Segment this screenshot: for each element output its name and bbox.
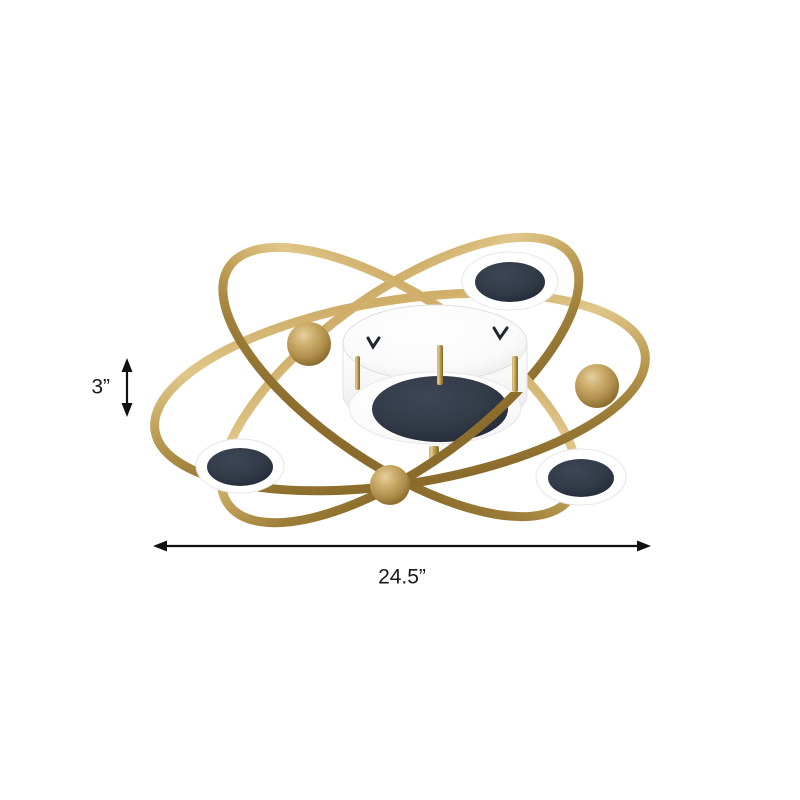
mounting-mark-left-icon (366, 336, 381, 350)
mounting-mark-right-icon (492, 326, 509, 341)
height-arrow-up-icon (121, 358, 133, 372)
width-dimension: 24.5” (153, 540, 651, 589)
orbit-outer-back (150, 288, 650, 392)
width-arrow-left-icon (153, 540, 167, 552)
disc-bottom-right (535, 448, 627, 506)
drum-struts (355, 345, 518, 460)
disc-center (372, 376, 508, 442)
height-dimension-label: 3” (91, 376, 110, 399)
disc-left (195, 438, 285, 494)
orbit-mid-front (216, 392, 584, 528)
sphere-bottom (370, 465, 410, 505)
height-dimension: 3” (91, 358, 133, 417)
width-arrow-right-icon (637, 540, 651, 552)
width-dimension-label: 24.5” (378, 566, 426, 589)
height-arrow-down-icon (121, 403, 133, 417)
sphere-left (287, 322, 331, 366)
disc-top-right (461, 251, 559, 311)
orbit-mid-back (216, 232, 584, 392)
orbit-outer-front (150, 392, 650, 496)
sphere-right (575, 364, 619, 408)
